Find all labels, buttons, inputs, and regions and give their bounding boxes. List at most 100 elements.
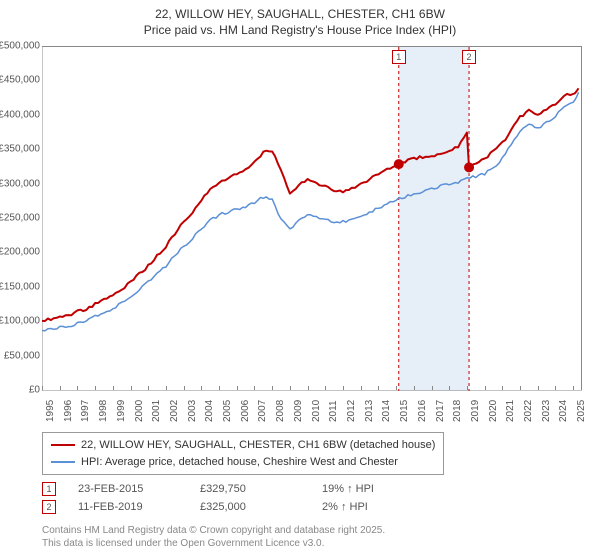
x-tick-label: 2008 xyxy=(275,400,286,422)
x-tick-label: 2019 xyxy=(470,400,481,422)
x-tick-label: 1998 xyxy=(98,400,109,422)
x-tick-label: 2006 xyxy=(240,400,251,422)
x-axis: 1995199619971998199920002001200220032004… xyxy=(42,390,582,430)
transactions-table: 123-FEB-2015£329,75019% ↑ HPI211-FEB-201… xyxy=(42,480,582,516)
x-tick-label: 2012 xyxy=(346,400,357,422)
x-tick-mark xyxy=(254,386,255,390)
title-line-1: 22, WILLOW HEY, SAUGHALL, CHESTER, CH1 6… xyxy=(10,6,590,22)
x-tick-mark xyxy=(361,386,362,390)
footer-line-2: This data is licensed under the Open Gov… xyxy=(42,537,582,550)
x-tick-mark xyxy=(308,386,309,390)
x-tick-mark xyxy=(42,386,43,390)
x-tick-label: 2024 xyxy=(558,400,569,422)
legend-swatch xyxy=(51,461,75,463)
x-tick-label: 2005 xyxy=(222,400,233,422)
transaction-price: £329,750 xyxy=(200,483,300,495)
transaction-row: 211-FEB-2019£325,0002% ↑ HPI xyxy=(42,498,582,516)
x-tick-mark xyxy=(290,386,291,390)
x-tick-mark xyxy=(555,386,556,390)
x-tick-label: 2021 xyxy=(505,400,516,422)
x-tick-mark xyxy=(131,386,132,390)
transaction-row-badge: 1 xyxy=(42,482,56,496)
x-tick-label: 2009 xyxy=(293,400,304,422)
x-tick-label: 2003 xyxy=(187,400,198,422)
series-marker xyxy=(394,159,404,169)
footer-line-1: Contains HM Land Registry data © Crown c… xyxy=(42,524,582,537)
title-line-2: Price paid vs. HM Land Registry's House … xyxy=(10,22,590,38)
y-tick-label: £250,000 xyxy=(0,213,40,224)
x-tick-mark xyxy=(520,386,521,390)
x-tick-mark xyxy=(325,386,326,390)
x-tick-label: 2014 xyxy=(381,400,392,422)
legend-swatch xyxy=(51,444,75,446)
legend-box: 22, WILLOW HEY, SAUGHALL, CHESTER, CH1 6… xyxy=(42,432,444,475)
x-tick-mark xyxy=(113,386,114,390)
x-tick-label: 2010 xyxy=(311,400,322,422)
x-tick-label: 1996 xyxy=(63,400,74,422)
x-tick-label: 2017 xyxy=(435,400,446,422)
footer: Contains HM Land Registry data © Crown c… xyxy=(42,524,582,550)
plot-svg xyxy=(42,47,582,391)
x-tick-mark xyxy=(378,386,379,390)
x-tick-label: 2018 xyxy=(452,400,463,422)
x-tick-mark xyxy=(343,386,344,390)
series-line-hpi xyxy=(42,92,579,330)
transaction-delta: 2% ↑ HPI xyxy=(322,501,422,513)
y-tick-label: £500,000 xyxy=(0,41,40,52)
legend: 22, WILLOW HEY, SAUGHALL, CHESTER, CH1 6… xyxy=(42,432,582,475)
x-tick-mark xyxy=(237,386,238,390)
legend-item: 22, WILLOW HEY, SAUGHALL, CHESTER, CH1 6… xyxy=(51,437,435,454)
x-tick-mark xyxy=(485,386,486,390)
y-tick-label: £50,000 xyxy=(4,350,40,361)
x-tick-mark xyxy=(449,386,450,390)
x-tick-mark xyxy=(573,386,574,390)
x-tick-mark xyxy=(502,386,503,390)
x-tick-label: 2013 xyxy=(364,400,375,422)
x-tick-label: 2016 xyxy=(417,400,428,422)
x-tick-label: 1995 xyxy=(45,400,56,422)
x-tick-label: 2022 xyxy=(523,400,534,422)
plot-area: 12 xyxy=(42,46,582,390)
transaction-date: 23-FEB-2015 xyxy=(78,483,178,495)
x-tick-label: 2025 xyxy=(576,400,587,422)
legend-item: HPI: Average price, detached house, Ches… xyxy=(51,454,435,471)
transaction-delta: 19% ↑ HPI xyxy=(322,483,422,495)
title-block: 22, WILLOW HEY, SAUGHALL, CHESTER, CH1 6… xyxy=(0,0,600,42)
legend-label: 22, WILLOW HEY, SAUGHALL, CHESTER, CH1 6… xyxy=(81,437,435,454)
y-tick-label: £150,000 xyxy=(0,281,40,292)
x-tick-label: 2011 xyxy=(328,400,339,422)
x-tick-mark xyxy=(166,386,167,390)
x-tick-mark xyxy=(60,386,61,390)
x-tick-mark xyxy=(184,386,185,390)
y-tick-label: £350,000 xyxy=(0,144,40,155)
y-tick-label: £100,000 xyxy=(0,316,40,327)
x-tick-label: 2000 xyxy=(134,400,145,422)
x-tick-mark xyxy=(414,386,415,390)
legend-label: HPI: Average price, detached house, Ches… xyxy=(81,454,398,471)
shade-band xyxy=(399,47,469,391)
x-tick-label: 1999 xyxy=(116,400,127,422)
x-tick-mark xyxy=(467,386,468,390)
y-tick-label: £450,000 xyxy=(0,75,40,86)
x-tick-label: 2001 xyxy=(151,400,162,422)
x-tick-mark xyxy=(201,386,202,390)
transaction-price: £325,000 xyxy=(200,501,300,513)
x-tick-label: 2015 xyxy=(399,400,410,422)
transaction-badge: 2 xyxy=(462,50,476,64)
chart-container: 22, WILLOW HEY, SAUGHALL, CHESTER, CH1 6… xyxy=(0,0,600,560)
y-tick-label: £400,000 xyxy=(0,109,40,120)
x-tick-mark xyxy=(77,386,78,390)
x-tick-label: 2004 xyxy=(204,400,215,422)
x-tick-mark xyxy=(95,386,96,390)
x-tick-mark xyxy=(272,386,273,390)
x-tick-mark xyxy=(396,386,397,390)
x-tick-mark xyxy=(432,386,433,390)
x-tick-label: 2007 xyxy=(257,400,268,422)
series-marker xyxy=(464,162,474,172)
y-tick-label: £200,000 xyxy=(0,247,40,258)
x-tick-mark xyxy=(538,386,539,390)
transaction-row: 1 23-FEB-2015 £329,750 19% ↑ HPI xyxy=(42,480,582,498)
y-tick-label: £300,000 xyxy=(0,178,40,189)
x-tick-label: 2023 xyxy=(541,400,552,422)
y-axis: £0£50,000£100,000£150,000£200,000£250,00… xyxy=(0,46,42,390)
